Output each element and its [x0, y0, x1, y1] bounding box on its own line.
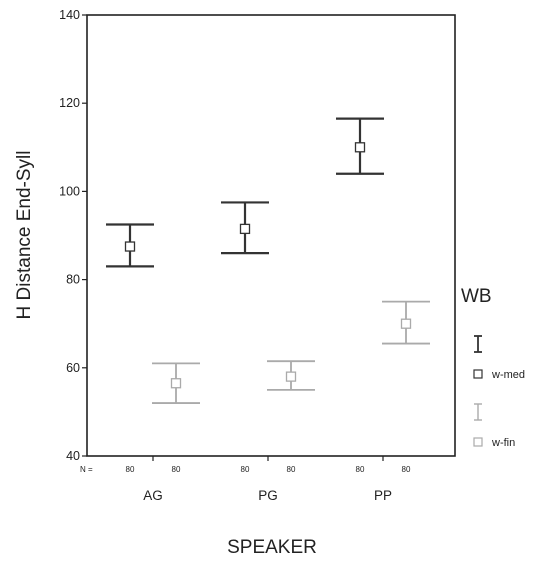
y-tick-label: 40	[66, 449, 80, 463]
plot-frame	[86, 14, 456, 457]
x-axis-title: SPEAKER	[227, 537, 317, 558]
y-axis-title: H Distance End-Syll	[14, 151, 35, 320]
category-label: PG	[258, 488, 278, 503]
y-axis: 40 60 80 100 120 140	[59, 8, 87, 463]
y-tick-label: 100	[59, 184, 80, 198]
y-tick-label: 140	[59, 8, 80, 22]
x-axis: N = AG 80 80 PG 80 80 PP 80 80	[80, 456, 411, 503]
mean-marker	[285, 371, 297, 382]
y-tick-label: 120	[59, 96, 80, 110]
category-label: AG	[143, 488, 163, 503]
legend-label: w-med	[491, 369, 525, 381]
n-count-label: 80	[241, 465, 250, 474]
y-tick-label: 60	[66, 361, 80, 375]
y-tick-label: 80	[66, 273, 80, 287]
mean-marker	[170, 378, 182, 389]
legend-marker-icon	[473, 437, 483, 447]
n-count-label: 80	[126, 465, 135, 474]
legend-title: WB	[461, 286, 492, 307]
legend-marker-icon	[473, 369, 483, 379]
mean-marker	[239, 223, 251, 235]
n-count-label: 80	[287, 465, 296, 474]
n-count-label: 80	[172, 465, 181, 474]
legend-label: w-fin	[491, 437, 515, 449]
category-label: PP	[374, 488, 392, 503]
n-count-label: 80	[356, 465, 365, 474]
error-bars	[106, 117, 430, 404]
n-label: N =	[80, 465, 93, 474]
mean-marker	[124, 241, 136, 252]
legend: WB w-med w-fin	[461, 286, 525, 449]
mean-marker	[354, 142, 366, 153]
n-count-label: 80	[402, 465, 411, 474]
mean-marker	[400, 318, 412, 329]
